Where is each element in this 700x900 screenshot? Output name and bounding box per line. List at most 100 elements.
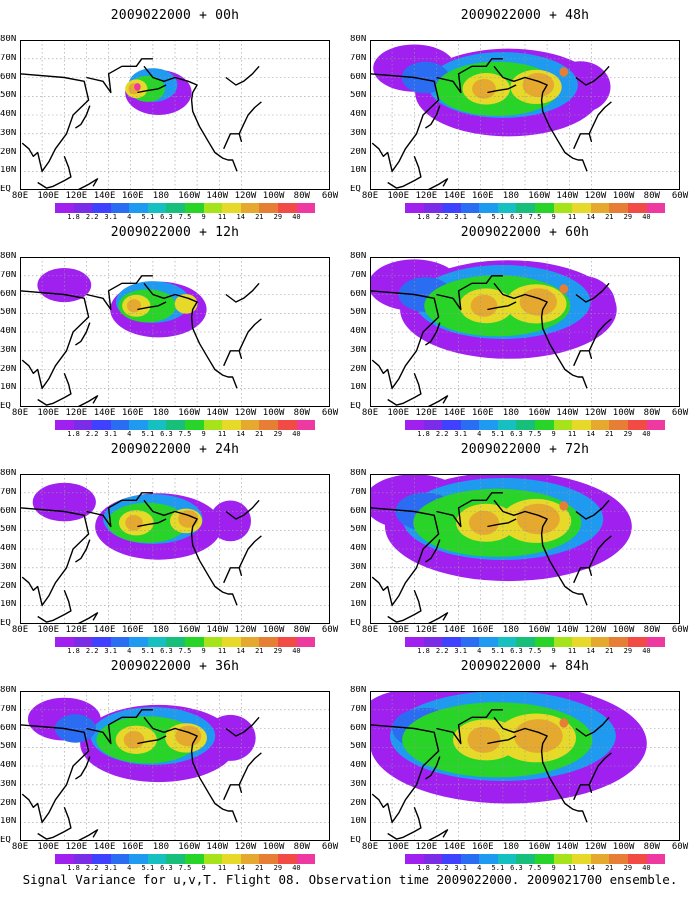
colorbar-swatch bbox=[497, 637, 517, 647]
latitude-label: 80N bbox=[350, 469, 367, 478]
map-frame bbox=[370, 474, 680, 624]
colorbar bbox=[405, 203, 666, 213]
longitude-label: 160E bbox=[121, 842, 144, 852]
latitude-label: 70N bbox=[0, 270, 17, 280]
colorbar-swatch bbox=[609, 420, 628, 430]
map-frame bbox=[370, 40, 680, 190]
longitude-label: 80E bbox=[361, 408, 379, 418]
longitude-label: 140E bbox=[443, 842, 466, 852]
colorbar-label: 7.5 bbox=[528, 864, 542, 872]
longitude-label: 100W bbox=[262, 842, 285, 852]
colorbar-labels: 1.8 2.2 3.1 4 5.1 6.3 7.5 9 11 14 21 29 40 bbox=[55, 864, 315, 873]
longitude-label: 80E bbox=[361, 842, 379, 852]
colorbar-labels: 1.8 2.2 3.1 4 5.1 6.3 7.5 9 11 14 21 29 40 bbox=[55, 647, 315, 656]
colorbar-label: 1.8 bbox=[67, 647, 80, 655]
colorbar-swatch bbox=[129, 637, 148, 647]
colorbar-label: 7.5 bbox=[178, 864, 192, 872]
colorbar-swatch bbox=[55, 420, 74, 430]
panel-title: 2009022000 + 12h bbox=[110, 225, 240, 240]
colorbar-label: 1.8 bbox=[67, 864, 80, 872]
colorbar-label: 7.5 bbox=[528, 213, 542, 221]
colorbar-swatch bbox=[92, 854, 111, 864]
map-frame bbox=[20, 40, 330, 190]
colorbar-label: 14 bbox=[236, 647, 245, 655]
colorbar-label: 2.2 bbox=[435, 430, 449, 438]
colorbar-label: 14 bbox=[236, 430, 245, 438]
colorbar-label: 1.8 bbox=[417, 430, 430, 438]
coastline bbox=[223, 318, 262, 367]
map-canvas bbox=[370, 474, 680, 624]
coastline bbox=[573, 752, 612, 801]
coastline bbox=[575, 282, 610, 303]
longitude-axis: 80E 100E 120E 140E 160E 180 160W 140W 120W 100W 80… bbox=[356, 408, 696, 419]
colorbar-label: 3.1 bbox=[104, 864, 118, 872]
colorbar-label: 11 bbox=[567, 647, 577, 655]
colorbar-swatch bbox=[185, 420, 204, 430]
panel-title: 2009022000 + 72h bbox=[460, 442, 590, 457]
colorbar-label: 7.5 bbox=[528, 647, 542, 655]
map-canvas bbox=[370, 257, 680, 407]
coastline bbox=[387, 807, 422, 840]
latitude-label: 50N bbox=[0, 525, 17, 535]
latitude-label: 60N bbox=[0, 506, 17, 516]
latitude-label: 50N bbox=[350, 742, 367, 752]
coastline bbox=[75, 105, 91, 129]
longitude-label: 160W bbox=[528, 408, 550, 418]
longitude-label: 140E bbox=[93, 625, 116, 635]
map-canvas bbox=[370, 40, 680, 190]
colorbar-swatch bbox=[535, 420, 554, 430]
longitude-label: 100W bbox=[262, 625, 285, 635]
coastline bbox=[86, 709, 153, 745]
longitude-axis: 80E 100E 120E 140E 160E 180 160W 140W 120W 100W 80… bbox=[6, 408, 346, 419]
latitude-label: 40N bbox=[0, 761, 17, 770]
colorbar-swatch bbox=[129, 420, 148, 430]
coastline bbox=[487, 518, 517, 528]
colorbar-swatch bbox=[535, 203, 554, 213]
longitude-label: 120E bbox=[415, 408, 438, 418]
colorbar-swatch bbox=[296, 203, 316, 213]
longitude-label: 120W bbox=[234, 842, 257, 852]
colorbar-swatch bbox=[240, 637, 260, 647]
map-frame bbox=[20, 257, 330, 407]
colorbar-label: 21 bbox=[255, 430, 264, 438]
longitude-label: 120W bbox=[584, 191, 607, 201]
colorbar-swatch bbox=[166, 203, 186, 213]
colorbar-label: 11 bbox=[217, 213, 227, 221]
colorbar-swatch bbox=[259, 203, 278, 213]
longitude-label: 180 bbox=[152, 842, 170, 852]
variance-area-moderate bbox=[54, 714, 96, 743]
colorbar-label: 2.2 bbox=[435, 864, 449, 872]
latitude-label: 60N bbox=[350, 289, 367, 299]
colorbar-label: 1.8 bbox=[417, 864, 430, 872]
colorbar-swatch bbox=[535, 637, 554, 647]
longitude-label: 160E bbox=[121, 191, 144, 201]
longitude-label: 80E bbox=[11, 842, 29, 852]
latitude-label: 10N bbox=[0, 166, 17, 176]
colorbar-swatch bbox=[442, 203, 461, 213]
longitude-label: 120W bbox=[584, 408, 607, 418]
colorbar-label: 11 bbox=[567, 430, 577, 438]
latitude-label: 50N bbox=[0, 91, 17, 101]
longitude-label: 100W bbox=[612, 408, 635, 418]
colorbar-label: 9 bbox=[551, 647, 556, 655]
variance-map bbox=[20, 474, 330, 624]
colorbar-swatch bbox=[240, 420, 260, 430]
colorbar-swatch bbox=[73, 203, 93, 213]
map-canvas bbox=[20, 257, 330, 407]
map-frame bbox=[370, 257, 680, 407]
colorbar-label: 3.1 bbox=[454, 647, 468, 655]
colorbar-label: 6.3 bbox=[510, 430, 523, 438]
longitude-label: 140E bbox=[443, 408, 466, 418]
longitude-label: 80W bbox=[643, 842, 660, 852]
panel-title: 2009022000 + 84h bbox=[460, 659, 590, 674]
colorbar-label: 7.5 bbox=[178, 430, 192, 438]
latitude-label: 70N bbox=[350, 704, 367, 714]
coastline bbox=[143, 716, 238, 823]
colorbar-label: 29 bbox=[273, 430, 283, 438]
colorbar-label: 14 bbox=[236, 213, 245, 221]
colorbar-labels: 1.8 2.2 3.1 4 5.1 6.3 7.5 9 11 14 21 29 40 bbox=[405, 647, 665, 656]
longitude-label: 80W bbox=[293, 408, 310, 418]
colorbar-label: 5.1 bbox=[491, 864, 505, 872]
colorbar-label: 6.3 bbox=[510, 864, 523, 872]
coastline bbox=[143, 499, 238, 606]
